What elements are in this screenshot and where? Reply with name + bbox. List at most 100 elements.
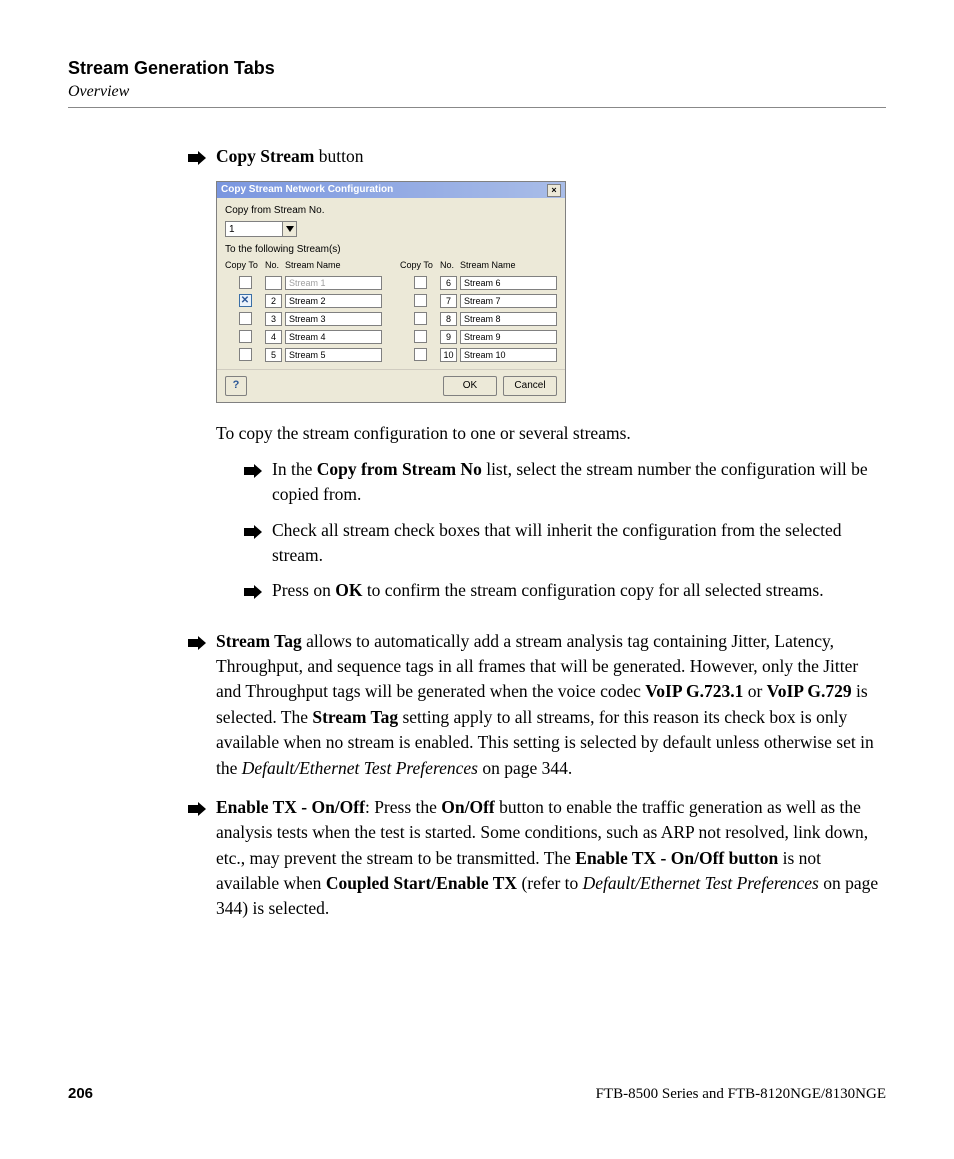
stream-row: 10Stream 10 [400, 347, 557, 362]
t: Coupled Start/Enable TX [326, 873, 517, 893]
copy-to-checkbox[interactable] [239, 276, 252, 289]
stream-row: 4Stream 4 [225, 329, 382, 344]
stream-row: 3Stream 3 [225, 311, 382, 326]
col-header-left: Copy To No. Stream Name [225, 259, 382, 272]
t: (refer to [517, 873, 583, 893]
copy-to-checkbox[interactable] [414, 330, 427, 343]
t: In the [272, 459, 317, 479]
sub2-text: Check all stream check boxes that will i… [272, 518, 886, 569]
copy-from-combo[interactable]: 1 [225, 221, 297, 237]
t: Default/Ethernet Test Preferences [242, 758, 478, 778]
stream-no: 10 [440, 348, 457, 362]
stream-name: Stream 1 [285, 276, 382, 290]
cancel-button[interactable]: Cancel [503, 376, 557, 396]
t: Press on [272, 580, 335, 600]
page-number: 206 [68, 1085, 93, 1102]
t: VoIP G.723.1 [645, 681, 743, 701]
copy-stream-rest: button [314, 146, 363, 166]
sub-bullet-1: In the Copy from Stream No list, select … [216, 457, 886, 508]
stream-name: Stream 6 [460, 276, 557, 290]
copy-to-checkbox[interactable] [239, 348, 252, 361]
col-no: No. [440, 259, 460, 272]
sub3-text: Press on OK to confirm the stream config… [272, 578, 886, 603]
stream-name: Stream 5 [285, 348, 382, 362]
copy-from-value: 1 [226, 222, 282, 236]
stream-col-left: Copy To No. Stream Name Stream 12Stream … [225, 259, 382, 365]
stream-name: Stream 9 [460, 330, 557, 344]
bullet-stream-tag: Stream Tag allows to automatically add a… [188, 629, 886, 781]
stream-name: Stream 10 [460, 348, 557, 362]
t: to confirm the stream configuration copy… [362, 580, 823, 600]
t: OK [335, 580, 362, 600]
t: On/Off [441, 797, 494, 817]
t: Copy from Stream No [317, 459, 482, 479]
sub-bullet-3: Press on OK to confirm the stream config… [216, 578, 886, 606]
t: Enable TX - On/Off button [575, 848, 778, 868]
arrow-icon [244, 518, 272, 546]
page-footer: 206 FTB-8500 Series and FTB-8120NGE/8130… [68, 1085, 886, 1103]
stream-name: Stream 8 [460, 312, 557, 326]
stream-row: 6Stream 6 [400, 275, 557, 290]
stream-row: 7Stream 7 [400, 293, 557, 308]
copy-to-checkbox[interactable] [414, 348, 427, 361]
copy-from-label: Copy from Stream No. [225, 204, 557, 219]
bullet-enable-tx: Enable TX - On/Off: Press the On/Off but… [188, 795, 886, 922]
stream-no: 6 [440, 276, 457, 290]
stream-row: 9Stream 9 [400, 329, 557, 344]
stream-no: 4 [265, 330, 282, 344]
page-header-title: Stream Generation Tabs [68, 58, 886, 79]
stream-tag-text: Stream Tag allows to automatically add a… [216, 629, 886, 781]
copy-to-checkbox[interactable] [414, 294, 427, 307]
stream-no: 7 [440, 294, 457, 308]
arrow-icon [188, 629, 216, 657]
stream-name: Stream 3 [285, 312, 382, 326]
copy-stream-label: Copy Stream button [216, 144, 886, 169]
stream-row: 2Stream 2 [225, 293, 382, 308]
t: Stream Tag [312, 707, 398, 727]
sub1-text: In the Copy from Stream No list, select … [272, 457, 886, 508]
stream-no: 3 [265, 312, 282, 326]
col-copyto: Copy To [400, 259, 440, 272]
col-no: No. [265, 259, 285, 272]
stream-no: 8 [440, 312, 457, 326]
footer-product: FTB-8500 Series and FTB-8120NGE/8130NGE [596, 1086, 886, 1103]
t: Enable TX - On/Off [216, 797, 365, 817]
arrow-icon [244, 457, 272, 485]
stream-row: Stream 1 [225, 275, 382, 290]
header-rule [68, 107, 886, 108]
stream-name: Stream 2 [285, 294, 382, 308]
stream-row: 8Stream 8 [400, 311, 557, 326]
stream-name: Stream 4 [285, 330, 382, 344]
arrow-icon [244, 578, 272, 606]
t: VoIP G.729 [767, 681, 852, 701]
dialog-title: Copy Stream Network Configuration [221, 183, 393, 198]
stream-no: 2 [265, 294, 282, 308]
copy-to-checkbox[interactable] [239, 294, 252, 307]
copy-stream-desc: To copy the stream configuration to one … [216, 421, 886, 446]
copy-to-checkbox[interactable] [239, 312, 252, 325]
t: : Press the [365, 797, 441, 817]
stream-row: 5Stream 5 [225, 347, 382, 362]
page-header-subtitle: Overview [68, 83, 886, 101]
sub-bullet-2: Check all stream check boxes that will i… [216, 518, 886, 569]
copy-to-checkbox[interactable] [239, 330, 252, 343]
help-icon[interactable]: ? [225, 376, 247, 396]
col-name: Stream Name [460, 259, 557, 272]
ok-button[interactable]: OK [443, 376, 497, 396]
t: or [743, 681, 766, 701]
t: Stream Tag [216, 631, 302, 651]
stream-no: 9 [440, 330, 457, 344]
close-icon[interactable]: × [547, 184, 561, 197]
stream-col-right: Copy To No. Stream Name 6Stream 67Stream… [400, 259, 557, 365]
stream-no [265, 276, 282, 290]
chevron-down-icon[interactable] [282, 222, 296, 236]
stream-name: Stream 7 [460, 294, 557, 308]
copy-to-checkbox[interactable] [414, 276, 427, 289]
copy-stream-bold: Copy Stream [216, 146, 314, 166]
stream-no: 5 [265, 348, 282, 362]
bullet-copy-stream: Copy Stream button Copy Stream Network C… [188, 144, 886, 617]
t: on page 344. [478, 758, 572, 778]
copy-stream-dialog: Copy Stream Network Configuration × Copy… [216, 181, 566, 403]
copy-to-checkbox[interactable] [414, 312, 427, 325]
enable-tx-text: Enable TX - On/Off: Press the On/Off but… [216, 795, 886, 922]
